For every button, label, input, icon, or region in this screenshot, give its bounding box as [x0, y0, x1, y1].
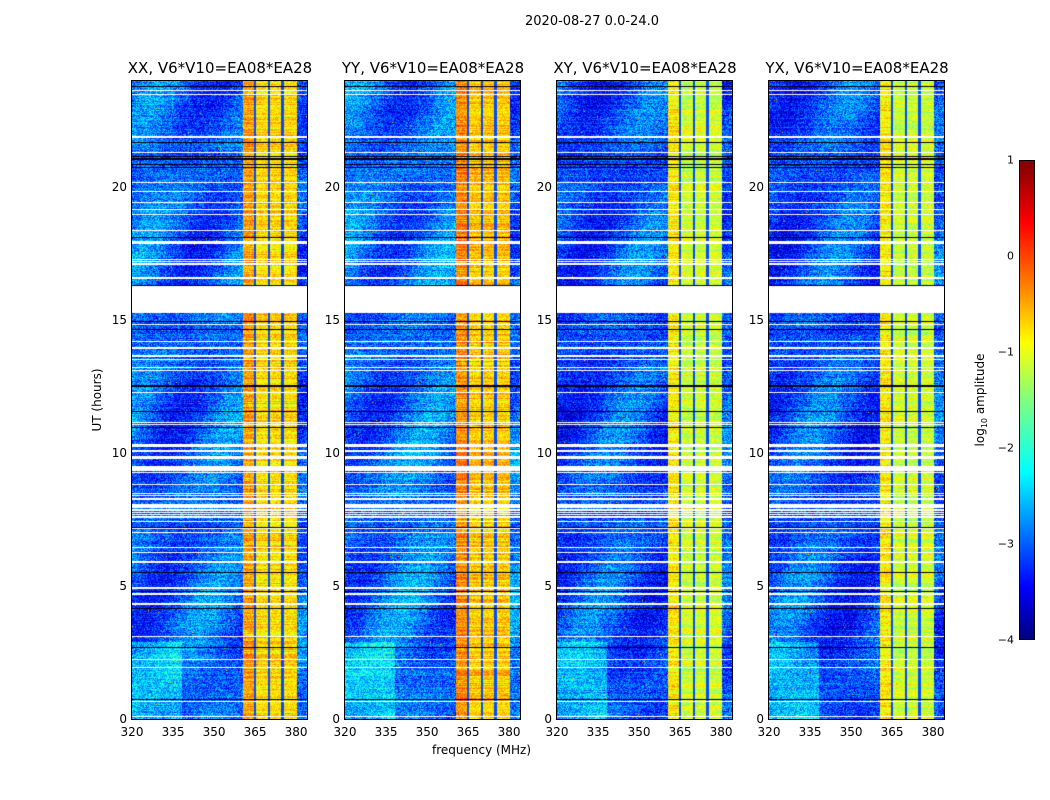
x-tick-label: 365 — [880, 725, 904, 739]
y-tick-label: 15 — [536, 313, 552, 328]
colorbar-tick-label: 1 — [1007, 153, 1014, 167]
x-tick-label: 380 — [709, 725, 733, 739]
x-axis-label: frequency (MHz) — [432, 743, 532, 757]
y-axis-label: UT (hours) — [90, 368, 104, 432]
x-tick-label: 380 — [921, 725, 945, 739]
y-tick-label: 20 — [748, 180, 764, 195]
y-tick-label: 10 — [324, 446, 340, 461]
x-tick-label: 335 — [374, 725, 398, 739]
x-tick-label: 335 — [586, 725, 610, 739]
spectrogram-panel — [344, 80, 521, 720]
spectrogram-panel — [131, 80, 308, 720]
y-tick-label: 5 — [756, 579, 764, 594]
colorbar — [1019, 160, 1035, 640]
x-tick-label: 350 — [839, 725, 863, 739]
y-tick-label: 0 — [756, 712, 764, 726]
x-tick-label: 335 — [798, 725, 822, 739]
spectrogram-image — [345, 81, 520, 719]
y-tick-label: 5 — [332, 579, 340, 594]
y-tick-label: 20 — [324, 180, 340, 195]
spectrogram-image — [557, 81, 732, 719]
colorbar-tick-label: −3 — [997, 537, 1014, 551]
x-tick-label: 380 — [284, 725, 308, 739]
panel-title: XX, V6*V10=EA08*EA28 — [127, 59, 313, 77]
y-tick-label: 5 — [544, 579, 552, 594]
panel-title: XY, V6*V10=EA08*EA28 — [553, 59, 737, 77]
y-tick-label: 0 — [119, 712, 127, 726]
y-tick-label: 0 — [332, 712, 340, 726]
x-tick-label: 320 — [757, 725, 781, 739]
panel-title: YY, V6*V10=EA08*EA28 — [341, 59, 525, 77]
colorbar-label: log10 amplitude — [972, 353, 990, 447]
spectrogram-panel — [556, 80, 733, 720]
x-tick-label: 350 — [202, 725, 226, 739]
x-tick-label: 320 — [545, 725, 569, 739]
panel-title: YX, V6*V10=EA08*EA28 — [765, 59, 949, 77]
y-tick-label: 10 — [536, 446, 552, 461]
y-tick-label: 5 — [119, 579, 127, 594]
x-tick-label: 320 — [333, 725, 357, 739]
y-tick-label: 10 — [748, 446, 764, 461]
spectrogram-panel — [768, 80, 945, 720]
x-tick-label: 365 — [243, 725, 267, 739]
colorbar-tick-label: −4 — [997, 633, 1014, 647]
x-tick-label: 365 — [668, 725, 692, 739]
x-tick-label: 365 — [456, 725, 480, 739]
x-tick-label: 350 — [415, 725, 439, 739]
y-tick-label: 20 — [536, 180, 552, 195]
y-tick-label: 0 — [544, 712, 552, 726]
y-tick-label: 10 — [111, 446, 127, 461]
x-tick-label: 350 — [627, 725, 651, 739]
y-tick-label: 15 — [111, 313, 127, 328]
colorbar-tick-label: −1 — [997, 345, 1014, 359]
x-tick-label: 335 — [161, 725, 185, 739]
x-tick-label: 320 — [120, 725, 144, 739]
figure-title: 2020-08-27 0.0-24.0 — [525, 14, 659, 29]
spectrogram-image — [769, 81, 944, 719]
colorbar-tick-label: −2 — [997, 441, 1014, 455]
spectrogram-image — [132, 81, 307, 719]
y-tick-label: 20 — [111, 180, 127, 195]
y-tick-label: 15 — [324, 313, 340, 328]
colorbar-tick-label: 0 — [1007, 249, 1014, 263]
y-tick-label: 15 — [748, 313, 764, 328]
x-tick-label: 380 — [497, 725, 521, 739]
